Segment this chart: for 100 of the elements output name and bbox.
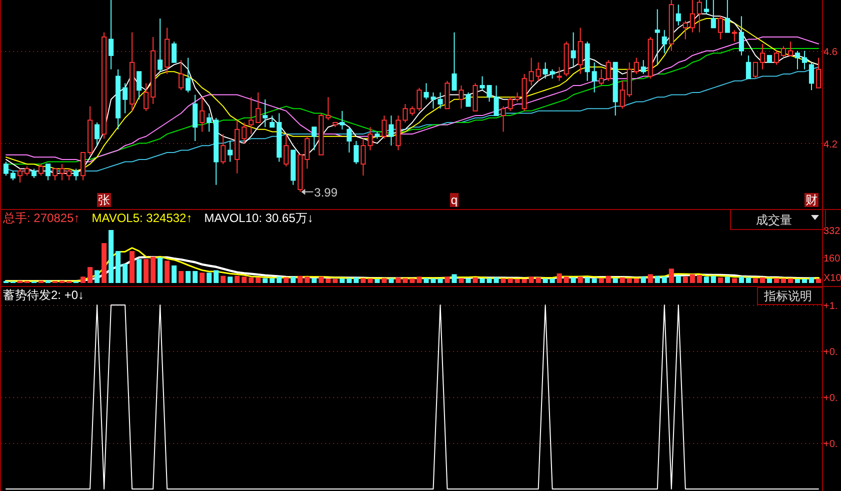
candlestick xyxy=(508,96,513,112)
bar xyxy=(472,277,478,283)
text: 成交量 xyxy=(756,213,792,227)
bar xyxy=(256,277,261,283)
candlestick xyxy=(144,82,149,112)
candlestick xyxy=(634,57,639,74)
bar xyxy=(354,277,359,283)
candlestick xyxy=(17,168,23,184)
bar xyxy=(228,276,233,283)
x-tick-label: 张 xyxy=(98,193,110,207)
y-tick-label: 332 xyxy=(824,226,841,237)
candlestick xyxy=(794,50,800,70)
bar xyxy=(682,276,688,283)
bar xyxy=(388,278,394,283)
bar xyxy=(150,256,156,283)
bar xyxy=(528,276,534,283)
candlestick xyxy=(486,85,492,102)
bar xyxy=(788,278,793,283)
bar xyxy=(724,276,730,283)
bar xyxy=(340,278,345,283)
candlestick xyxy=(284,134,289,167)
bar xyxy=(598,278,604,283)
candlestick xyxy=(514,92,520,102)
bar xyxy=(774,278,779,283)
bar xyxy=(676,276,681,283)
bar xyxy=(738,276,744,283)
bar xyxy=(130,251,135,283)
candlestick xyxy=(746,54,751,80)
candlestick xyxy=(760,43,765,70)
bar xyxy=(94,270,100,283)
candlestick xyxy=(52,168,58,181)
candlestick xyxy=(94,122,100,146)
candlestick xyxy=(620,80,625,110)
candlestick xyxy=(80,152,86,181)
text: 指标说明 xyxy=(763,289,812,303)
candlestick xyxy=(24,166,30,176)
bar xyxy=(262,278,268,283)
candlestick xyxy=(10,170,16,181)
bar xyxy=(248,277,254,283)
bar xyxy=(214,270,219,283)
bar xyxy=(200,272,205,283)
candlestick xyxy=(206,112,212,132)
bar xyxy=(136,259,142,283)
candlestick xyxy=(136,71,142,100)
text: MAVOL5: 324532↑ xyxy=(92,211,192,225)
annotation: 3.99 xyxy=(314,185,338,200)
bar xyxy=(368,278,373,283)
candlestick xyxy=(326,96,331,121)
bar xyxy=(612,278,618,283)
y-tick-label: 4.2 xyxy=(824,139,838,150)
candlestick xyxy=(550,68,555,80)
candlestick xyxy=(340,110,345,130)
candlestick xyxy=(452,32,457,91)
text: +0. xyxy=(824,439,838,450)
candlestick xyxy=(388,115,394,146)
candlestick xyxy=(738,16,744,56)
candlestick xyxy=(60,164,65,181)
bar xyxy=(46,280,51,283)
candlestick xyxy=(724,0,730,33)
candlestick xyxy=(3,161,9,176)
bar xyxy=(276,276,282,283)
candlestick xyxy=(262,98,268,128)
bar xyxy=(808,277,814,283)
candlestick xyxy=(528,57,534,86)
candlestick xyxy=(690,0,695,33)
candlestick xyxy=(122,82,128,114)
chart-title: 总手: 270825↑ xyxy=(2,211,80,225)
candlestick xyxy=(802,50,808,70)
candlestick xyxy=(536,62,541,82)
text: +1. xyxy=(824,301,838,312)
candlestick xyxy=(592,62,597,93)
candlestick xyxy=(718,16,723,40)
bar xyxy=(158,257,163,283)
bar xyxy=(718,277,723,283)
bar xyxy=(500,278,506,283)
bar xyxy=(458,278,464,283)
bar xyxy=(542,278,548,283)
bar xyxy=(564,276,569,283)
candlestick xyxy=(74,168,79,181)
bar xyxy=(466,278,471,283)
bar xyxy=(626,278,632,283)
bar xyxy=(662,276,667,283)
bar xyxy=(634,278,639,283)
candlestick xyxy=(682,20,688,40)
candlestick xyxy=(354,140,359,165)
bar xyxy=(304,276,310,283)
bar xyxy=(480,278,485,283)
candlestick xyxy=(606,60,611,82)
chart-title: 蓄势待发2: +0↓ xyxy=(3,288,84,302)
bar xyxy=(220,276,226,283)
x-tick-label: q xyxy=(450,193,458,207)
bar xyxy=(234,276,240,283)
bar xyxy=(486,278,492,283)
text: +0. xyxy=(824,393,838,404)
candlestick xyxy=(38,164,44,176)
candlestick xyxy=(752,62,758,80)
candlestick xyxy=(816,57,822,88)
bar xyxy=(556,273,562,283)
candlestick xyxy=(172,41,177,63)
candlestick xyxy=(178,60,184,91)
